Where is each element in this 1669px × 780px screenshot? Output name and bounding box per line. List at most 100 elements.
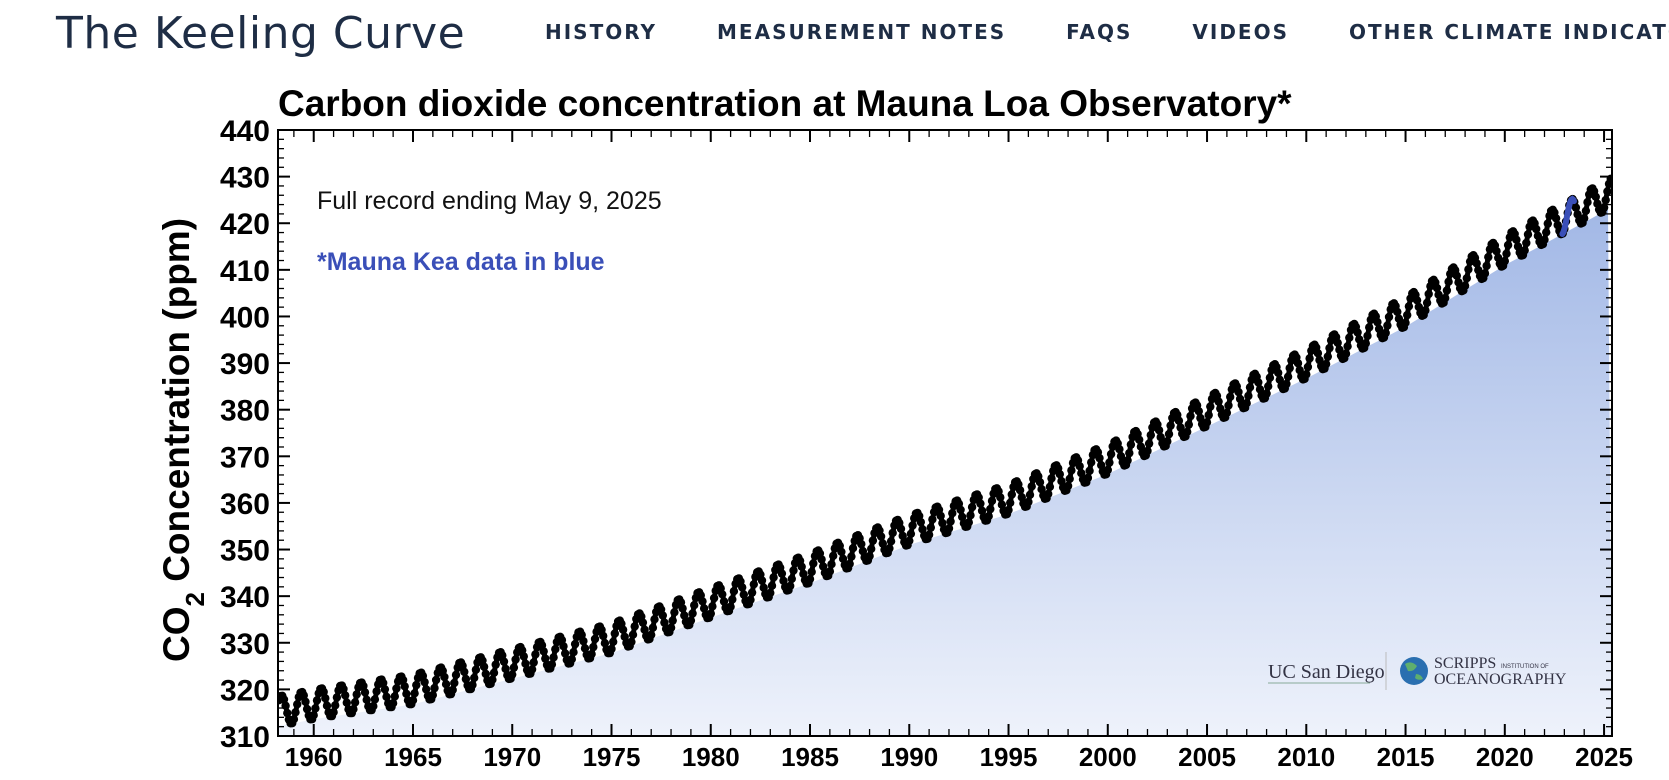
- data-point: [1384, 312, 1394, 322]
- data-point: [1482, 261, 1491, 271]
- ucsd-logo: UC San Diego: [1268, 661, 1385, 684]
- data-point: [1226, 392, 1235, 402]
- data-point: [1302, 370, 1311, 379]
- data-point: [948, 509, 957, 518]
- data-point: [1285, 363, 1294, 373]
- data-point: [845, 559, 854, 568]
- data-point: [331, 701, 340, 710]
- data-point: [1404, 302, 1414, 311]
- y-axis-label-main: CO: [156, 607, 197, 663]
- data-point: [627, 637, 636, 647]
- data-point: [1047, 474, 1056, 483]
- data-point: [1383, 321, 1392, 330]
- data-point: [470, 673, 479, 683]
- data-point: [797, 562, 806, 571]
- plot-frame: [277, 129, 1613, 737]
- y-tick-label: 430: [220, 162, 270, 195]
- data-point: [1125, 448, 1134, 458]
- data-point: [509, 663, 519, 672]
- data-point: [541, 654, 550, 663]
- nav-other-climate-indicators[interactable]: OTHER CLIMATE INDICATORS: [1349, 20, 1669, 44]
- data-point: [966, 511, 975, 520]
- y-tick-label: 350: [220, 535, 270, 568]
- site-title[interactable]: The Keeling Curve: [56, 8, 466, 59]
- data-point: [709, 593, 719, 603]
- data-point: [610, 629, 619, 638]
- data-point: [757, 576, 767, 585]
- nav-measurement-notes[interactable]: MEASUREMENT NOTES: [717, 20, 1007, 44]
- x-tick-label: 2005: [1178, 742, 1236, 772]
- data-point: [686, 616, 696, 625]
- area-fill-path: [278, 209, 1612, 736]
- nav-history[interactable]: HISTORY: [545, 20, 658, 44]
- data-point: [332, 693, 342, 702]
- data-point: [996, 493, 1005, 502]
- data-point: [1024, 497, 1033, 507]
- data-point: [1007, 490, 1016, 499]
- data-point: [342, 698, 351, 707]
- data-point: [360, 688, 370, 697]
- data-point: [1601, 195, 1610, 205]
- nav-faqs[interactable]: FAQS: [1066, 20, 1133, 44]
- data-point: [729, 587, 739, 596]
- data-point: [964, 518, 973, 527]
- data-point: [1282, 379, 1291, 389]
- data-point: [905, 536, 914, 545]
- x-tick-label: 1965: [384, 742, 442, 772]
- data-point: [1401, 318, 1410, 327]
- y-tick-label: 370: [220, 441, 270, 474]
- data-point: [1283, 372, 1293, 381]
- data-point: [471, 665, 481, 674]
- data-point: [648, 623, 658, 632]
- data-point: [918, 525, 927, 534]
- data-point: [1184, 420, 1194, 429]
- scripps-logo-sub: OCEANOGRAPHY: [1434, 671, 1567, 688]
- data-point: [1480, 269, 1490, 278]
- data-point: [896, 524, 906, 533]
- area-fill: [278, 209, 1612, 736]
- data-point: [1163, 437, 1172, 446]
- data-point: [400, 682, 409, 691]
- data-point: [1520, 246, 1529, 255]
- data-point: [668, 616, 677, 625]
- data-point: [1055, 470, 1065, 479]
- data-point: [967, 502, 977, 512]
- main-nav: HISTORY MEASUREMENT NOTES FAQS VIDEOS OT…: [545, 20, 1669, 44]
- data-point: [1095, 453, 1104, 463]
- data-point: [1065, 474, 1074, 483]
- data-point: [698, 597, 707, 606]
- data-point: [350, 698, 360, 707]
- data-point: [1115, 445, 1124, 454]
- data-point: [718, 590, 727, 599]
- data-point: [805, 574, 815, 584]
- data-point: [650, 615, 659, 624]
- data-point: [867, 544, 876, 554]
- data-point: [647, 630, 656, 639]
- data-point: [398, 675, 408, 685]
- data-point: [738, 583, 747, 592]
- data-point: [1542, 228, 1551, 237]
- x-tick-label: 2020: [1476, 742, 1534, 772]
- data-point: [1333, 338, 1342, 347]
- data-point: [392, 684, 401, 693]
- data-point: [341, 691, 350, 700]
- data-point: [321, 694, 330, 703]
- nav-videos[interactable]: VIDEOS: [1192, 20, 1289, 44]
- data-point: [549, 653, 558, 662]
- data-point: [1083, 473, 1093, 483]
- data-point: [1004, 505, 1013, 515]
- data-point: [431, 675, 441, 685]
- data-point: [1244, 391, 1253, 401]
- data-point: [1580, 214, 1589, 223]
- data-point: [569, 648, 578, 657]
- data-point: [1325, 343, 1334, 353]
- data-point: [1154, 426, 1164, 435]
- x-tick-label: 1960: [285, 742, 343, 772]
- data-point: [916, 517, 925, 527]
- data-point: [410, 689, 419, 698]
- data-point: [1361, 339, 1371, 348]
- data-point: [885, 544, 894, 553]
- data-point: [876, 532, 886, 541]
- data-point: [786, 581, 795, 591]
- data-point: [461, 674, 471, 684]
